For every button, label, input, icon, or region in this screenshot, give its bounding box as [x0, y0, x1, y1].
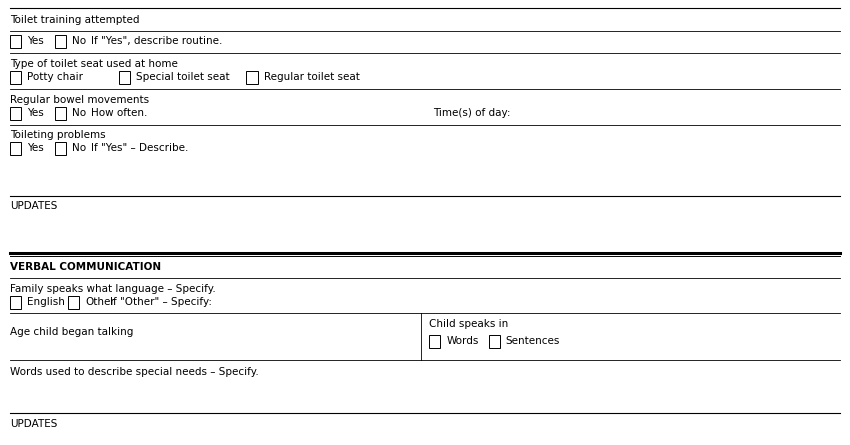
Bar: [489, 335, 500, 348]
Bar: [10, 295, 21, 309]
Text: Yes: Yes: [27, 143, 44, 153]
Text: Toilet training attempted: Toilet training attempted: [10, 15, 139, 25]
Text: Yes: Yes: [27, 108, 44, 117]
Bar: [55, 35, 66, 48]
Bar: [10, 106, 21, 120]
Text: Age child began talking: Age child began talking: [10, 328, 133, 337]
Text: Child speaks in: Child speaks in: [429, 320, 508, 329]
Text: English: English: [27, 297, 65, 307]
Text: Other: Other: [85, 297, 115, 307]
Text: Yes: Yes: [27, 36, 44, 46]
Text: Words: Words: [446, 336, 479, 346]
Text: Family speaks what language – Specify.: Family speaks what language – Specify.: [10, 284, 216, 294]
Bar: [429, 335, 440, 348]
Bar: [55, 142, 66, 155]
Text: Type of toilet seat used at home: Type of toilet seat used at home: [10, 59, 178, 69]
Text: No: No: [72, 143, 87, 153]
Text: If "Yes", describe routine.: If "Yes", describe routine.: [91, 36, 223, 46]
Text: How often.: How often.: [91, 108, 147, 117]
Bar: [55, 106, 66, 120]
Text: Words used to describe special needs – Specify.: Words used to describe special needs – S…: [10, 367, 259, 376]
Bar: [119, 70, 130, 84]
Text: If "Yes" – Describe.: If "Yes" – Describe.: [91, 143, 189, 153]
Text: Regular toilet seat: Regular toilet seat: [264, 72, 360, 81]
Text: UPDATES: UPDATES: [10, 201, 58, 210]
Text: Special toilet seat: Special toilet seat: [136, 72, 230, 81]
Text: Sentences: Sentences: [506, 336, 560, 346]
Text: Time(s) of day:: Time(s) of day:: [434, 108, 511, 117]
Bar: [246, 70, 258, 84]
Text: No: No: [72, 36, 87, 46]
Text: Regular bowel movements: Regular bowel movements: [10, 95, 150, 105]
Text: If "Other" – Specify:: If "Other" – Specify:: [110, 297, 212, 307]
Text: VERBAL COMMUNICATION: VERBAL COMMUNICATION: [10, 263, 161, 272]
Text: Toileting problems: Toileting problems: [10, 130, 105, 140]
Text: Potty chair: Potty chair: [27, 72, 83, 81]
Text: UPDATES: UPDATES: [10, 419, 58, 429]
Bar: [68, 295, 79, 309]
Bar: [10, 70, 21, 84]
Text: No: No: [72, 108, 87, 117]
Bar: [10, 35, 21, 48]
Bar: [10, 142, 21, 155]
